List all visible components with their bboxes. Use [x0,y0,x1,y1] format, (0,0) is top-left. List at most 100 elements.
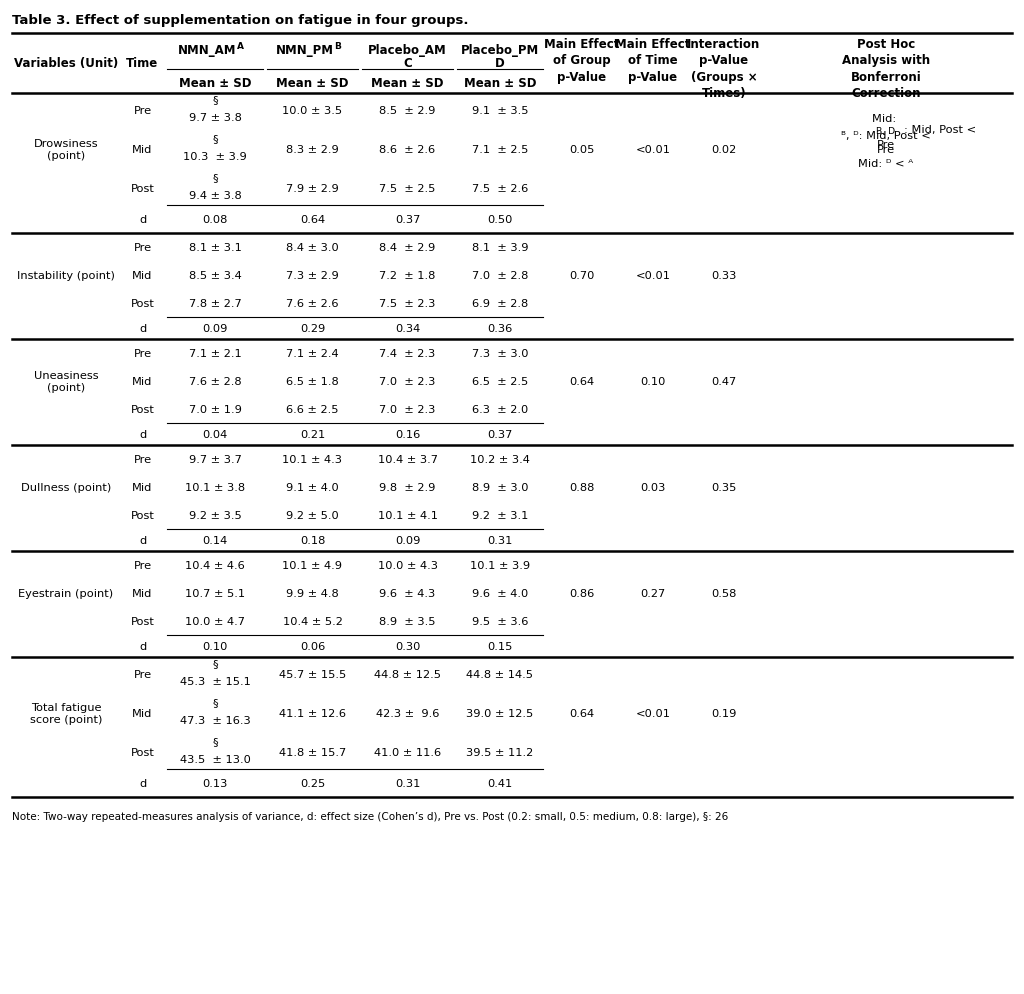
Text: 8.1 ± 3.1: 8.1 ± 3.1 [188,243,242,252]
Text: 9.4 ± 3.8: 9.4 ± 3.8 [188,191,242,201]
Text: 0.29: 0.29 [300,324,326,334]
Text: 6.9  ± 2.8: 6.9 ± 2.8 [472,299,528,309]
Text: 0.09: 0.09 [203,324,227,334]
Text: 0.25: 0.25 [300,778,326,788]
Text: 0.64: 0.64 [569,377,594,387]
Text: 9.6  ± 4.3: 9.6 ± 4.3 [379,588,435,598]
Text: 10.0 ± 4.3: 10.0 ± 4.3 [378,561,437,571]
Text: d: d [139,324,146,334]
Text: 10.1 ± 3.9: 10.1 ± 3.9 [470,561,530,571]
Text: 10.1 ± 4.1: 10.1 ± 4.1 [378,511,437,521]
Text: 7.1  ± 2.5: 7.1 ± 2.5 [472,145,528,155]
Text: 7.5  ± 2.6: 7.5 ± 2.6 [472,184,528,194]
Text: 6.5 ± 1.8: 6.5 ± 1.8 [286,377,339,387]
Text: 8.5  ± 2.9: 8.5 ± 2.9 [379,106,435,116]
Text: d: d [139,641,146,651]
Text: 8.4  ± 2.9: 8.4 ± 2.9 [379,243,435,252]
Text: Mid: Mid [132,377,153,387]
Text: 6.6 ± 2.5: 6.6 ± 2.5 [287,405,339,414]
Text: Pre: Pre [133,561,152,571]
Text: Post: Post [131,299,155,309]
Text: 0.21: 0.21 [300,429,326,439]
Text: 10.1 ± 4.9: 10.1 ± 4.9 [283,561,342,571]
Text: 7.9 ± 2.9: 7.9 ± 2.9 [286,184,339,194]
Text: 8.3 ± 2.9: 8.3 ± 2.9 [286,145,339,155]
Text: Total fatigue
score (point): Total fatigue score (point) [30,702,102,725]
Text: A: A [237,42,244,51]
Text: 0.04: 0.04 [203,429,227,439]
Text: 0.15: 0.15 [487,641,513,651]
Text: Mid: ᴰ < ᴬ: Mid: ᴰ < ᴬ [858,159,913,169]
Text: 0.27: 0.27 [640,588,666,598]
Text: 43.5  ± 13.0: 43.5 ± 13.0 [179,754,251,764]
Text: 44.8 ± 12.5: 44.8 ± 12.5 [374,669,441,679]
Text: 0.86: 0.86 [569,588,594,598]
Text: 42.3 ±  9.6: 42.3 ± 9.6 [376,709,439,719]
Text: §: § [212,698,218,708]
Text: 9.2  ± 3.1: 9.2 ± 3.1 [472,511,528,521]
Text: 0.09: 0.09 [395,536,420,546]
Text: 9.6  ± 4.0: 9.6 ± 4.0 [472,588,528,598]
Text: 7.2  ± 1.8: 7.2 ± 1.8 [379,270,435,280]
Text: 9.5  ± 3.6: 9.5 ± 3.6 [472,616,528,626]
Text: Mid: Mid [132,270,153,280]
Text: 10.4 ± 4.6: 10.4 ± 4.6 [185,561,245,571]
Text: 0.16: 0.16 [395,429,420,439]
Text: 7.0 ± 1.9: 7.0 ± 1.9 [188,405,242,414]
Text: 7.5  ± 2.5: 7.5 ± 2.5 [379,184,435,194]
Text: 0.33: 0.33 [712,270,736,280]
Text: d: d [139,215,146,225]
Text: 8.9  ± 3.5: 8.9 ± 3.5 [379,616,436,626]
Text: 44.8 ± 14.5: 44.8 ± 14.5 [467,669,534,679]
Text: 7.6 ± 2.6: 7.6 ± 2.6 [287,299,339,309]
Text: 6.5  ± 2.5: 6.5 ± 2.5 [472,377,528,387]
Text: Mean ± SD: Mean ± SD [276,77,349,89]
Text: Mean ± SD: Mean ± SD [464,77,537,89]
Text: 8.1  ± 3.9: 8.1 ± 3.9 [472,243,528,252]
Text: d: d [139,429,146,439]
Text: 0.18: 0.18 [300,536,326,546]
Text: 0.50: 0.50 [487,215,513,225]
Text: 9.7 ± 3.7: 9.7 ± 3.7 [188,454,242,464]
Text: C: C [403,57,412,70]
Text: 0.08: 0.08 [203,215,227,225]
Text: 0.06: 0.06 [300,641,326,651]
Text: Note: Two-way repeated-measures analysis of variance, d: effect size (Cohen’s d): Note: Two-way repeated-measures analysis… [12,811,728,821]
Text: Mid: Mid [132,145,153,155]
Text: <0.01: <0.01 [636,270,671,280]
Text: 0.47: 0.47 [712,377,736,387]
Text: Dullness (point): Dullness (point) [20,482,112,492]
Text: Pre: Pre [133,669,152,679]
Text: Pre: Pre [133,106,152,116]
Text: 10.7 ± 5.1: 10.7 ± 5.1 [185,588,245,598]
Text: §: § [212,173,218,183]
Text: 0.14: 0.14 [203,536,227,546]
Text: 0.37: 0.37 [395,215,420,225]
Text: 8.4 ± 3.0: 8.4 ± 3.0 [286,243,339,252]
Text: Mid: Mid [132,482,153,492]
Text: 9.7 ± 3.8: 9.7 ± 3.8 [188,113,242,123]
Text: 0.19: 0.19 [712,709,736,719]
Text: 9.9 ± 4.8: 9.9 ± 4.8 [286,588,339,598]
Text: 0.02: 0.02 [712,145,736,155]
Text: Instability (point): Instability (point) [17,270,115,280]
Text: Mid: Mid [132,588,153,598]
Text: Post Hoc
Analysis with
Bonferroni
Correction: Post Hoc Analysis with Bonferroni Correc… [842,38,930,100]
Text: 0.10: 0.10 [203,641,227,651]
Text: 7.6 ± 2.8: 7.6 ± 2.8 [188,377,242,387]
Text: Pre: Pre [877,145,895,155]
Text: Mean ± SD: Mean ± SD [372,77,443,89]
Text: NMN_PM: NMN_PM [275,44,334,57]
Text: D: D [496,57,505,70]
Text: 41.0 ± 11.6: 41.0 ± 11.6 [374,747,441,757]
Text: 7.0  ± 2.3: 7.0 ± 2.3 [379,405,435,414]
Text: B, D: B, D [877,127,896,136]
Text: 0.10: 0.10 [640,377,666,387]
Text: Mid:: Mid: [872,114,900,124]
Text: : Mid, Post <: : Mid, Post < [904,125,976,135]
Text: Pre: Pre [133,454,152,464]
Text: 10.1 ± 3.8: 10.1 ± 3.8 [185,482,245,492]
Text: 0.03: 0.03 [640,482,666,492]
Text: 7.8 ± 2.7: 7.8 ± 2.7 [188,299,242,309]
Text: 39.0 ± 12.5: 39.0 ± 12.5 [466,709,534,719]
